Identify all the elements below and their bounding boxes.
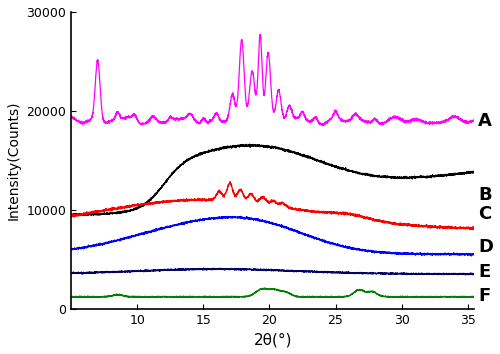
Y-axis label: Intensity(Counts): Intensity(Counts) <box>7 101 21 220</box>
Text: D: D <box>478 238 493 256</box>
Text: E: E <box>478 263 490 281</box>
X-axis label: 2θ(°): 2θ(°) <box>254 332 292 347</box>
Text: A: A <box>478 112 492 130</box>
Text: B: B <box>478 186 492 204</box>
Text: F: F <box>478 287 490 305</box>
Text: C: C <box>478 205 492 223</box>
